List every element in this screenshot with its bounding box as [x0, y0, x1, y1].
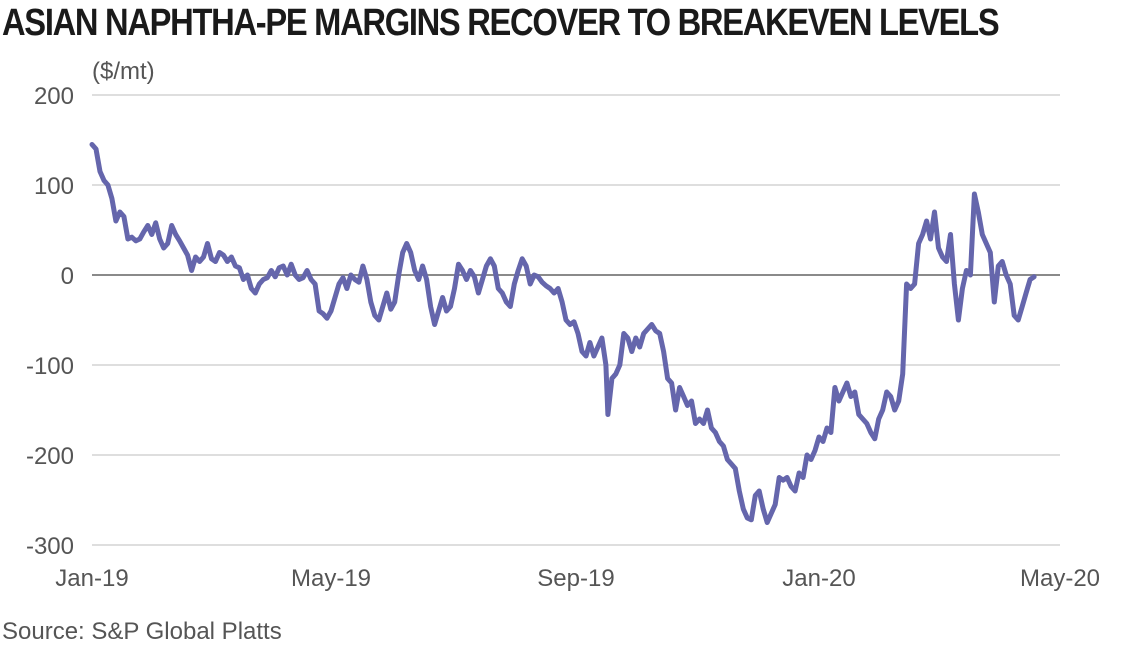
- series-group: [89, 142, 1037, 525]
- x-tick-label: May-19: [291, 565, 371, 592]
- y-tick-label: 200: [34, 83, 74, 110]
- x-axis-ticks: Jan-19 May-19 Sep-19 Jan-20 May-20: [55, 565, 1100, 592]
- chart-title: ASIAN NAPHTHA-PE MARGINS RECOVER TO BREA…: [2, 2, 1000, 44]
- x-tick-label: Jan-19: [55, 565, 128, 592]
- y-tick-label: -200: [26, 443, 74, 470]
- y-axis-unit-label: ($/mt): [92, 58, 155, 85]
- y-tick-label: 0: [61, 263, 74, 290]
- y-tick-label: 100: [34, 173, 74, 200]
- series-line: [89, 142, 1037, 525]
- x-tick-label: May-20: [1020, 565, 1100, 592]
- y-axis-ticks: 200 100 0 -100 -200 -300: [26, 83, 74, 560]
- source-note: Source: S&P Global Platts: [2, 618, 282, 645]
- gridlines: [92, 94, 1060, 546]
- y-tick-label: -100: [26, 353, 74, 380]
- y-tick-label: -300: [26, 533, 74, 560]
- x-tick-label: Sep-19: [537, 565, 614, 592]
- x-tick-label: Jan-20: [782, 565, 855, 592]
